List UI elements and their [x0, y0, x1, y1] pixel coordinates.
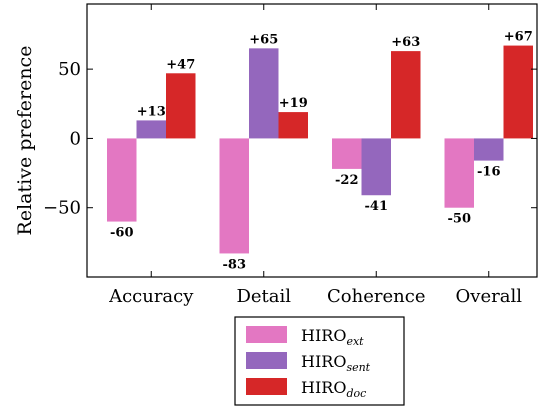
bar-sent-accuracy — [136, 120, 166, 139]
x-tick-label: Overall — [456, 286, 523, 307]
data-label: +63 — [391, 35, 420, 50]
bar-doc-overall — [503, 45, 533, 139]
bar-ext-accuracy — [107, 138, 137, 222]
y-tick-label: −50 — [43, 198, 81, 219]
x-tick-label: Accuracy — [108, 286, 194, 307]
legend-swatch-doc — [246, 378, 287, 395]
data-label: +13 — [137, 104, 166, 119]
bar-ext-overall — [444, 138, 474, 208]
x-axis: Accuracy Detail Coherence Overall — [108, 4, 522, 307]
x-tick-label: Detail — [236, 286, 291, 307]
data-label: -16 — [477, 165, 501, 180]
bar-ext-detail — [219, 138, 249, 254]
bar-sent-overall — [474, 138, 504, 161]
bar-doc-coherence — [391, 51, 421, 139]
data-label: +19 — [279, 96, 308, 111]
data-label: -41 — [365, 199, 389, 214]
data-labels-layer: -60 -83 -22 -50 +13 +65 -41 -16 +47 +19 +63 +67 — [110, 30, 533, 273]
y-tick-label: 50 — [58, 59, 81, 80]
data-label: +47 — [166, 57, 195, 72]
x-tick-label: Coherence — [327, 286, 425, 307]
bar-ext-coherence — [332, 138, 362, 169]
bar-doc-accuracy — [166, 73, 196, 139]
bars-layer — [107, 45, 533, 254]
y-axis-label: Relative preference — [14, 46, 36, 236]
plot-frame — [86, 3, 538, 278]
bar-sent-detail — [249, 48, 279, 139]
legend: HIROext HIROsent HIROdoc — [234, 316, 405, 406]
y-axis: −50 0 50 — [43, 59, 537, 219]
data-label: -50 — [448, 212, 472, 227]
data-label: +65 — [249, 32, 278, 47]
legend-swatch-ext — [246, 326, 287, 343]
data-label: -60 — [110, 226, 134, 241]
data-label: +67 — [504, 30, 533, 45]
legend-swatch-sent — [246, 352, 287, 369]
legend-label-doc: HIROdoc — [301, 378, 366, 400]
data-label: -22 — [335, 173, 359, 188]
legend-label-ext: HIROext — [301, 326, 364, 348]
legend-label-sent: HIROsent — [301, 352, 371, 374]
bar-sent-coherence — [361, 138, 391, 196]
bar-doc-detail — [278, 112, 308, 139]
data-label: -83 — [223, 257, 247, 272]
y-tick-label: 0 — [70, 128, 81, 149]
